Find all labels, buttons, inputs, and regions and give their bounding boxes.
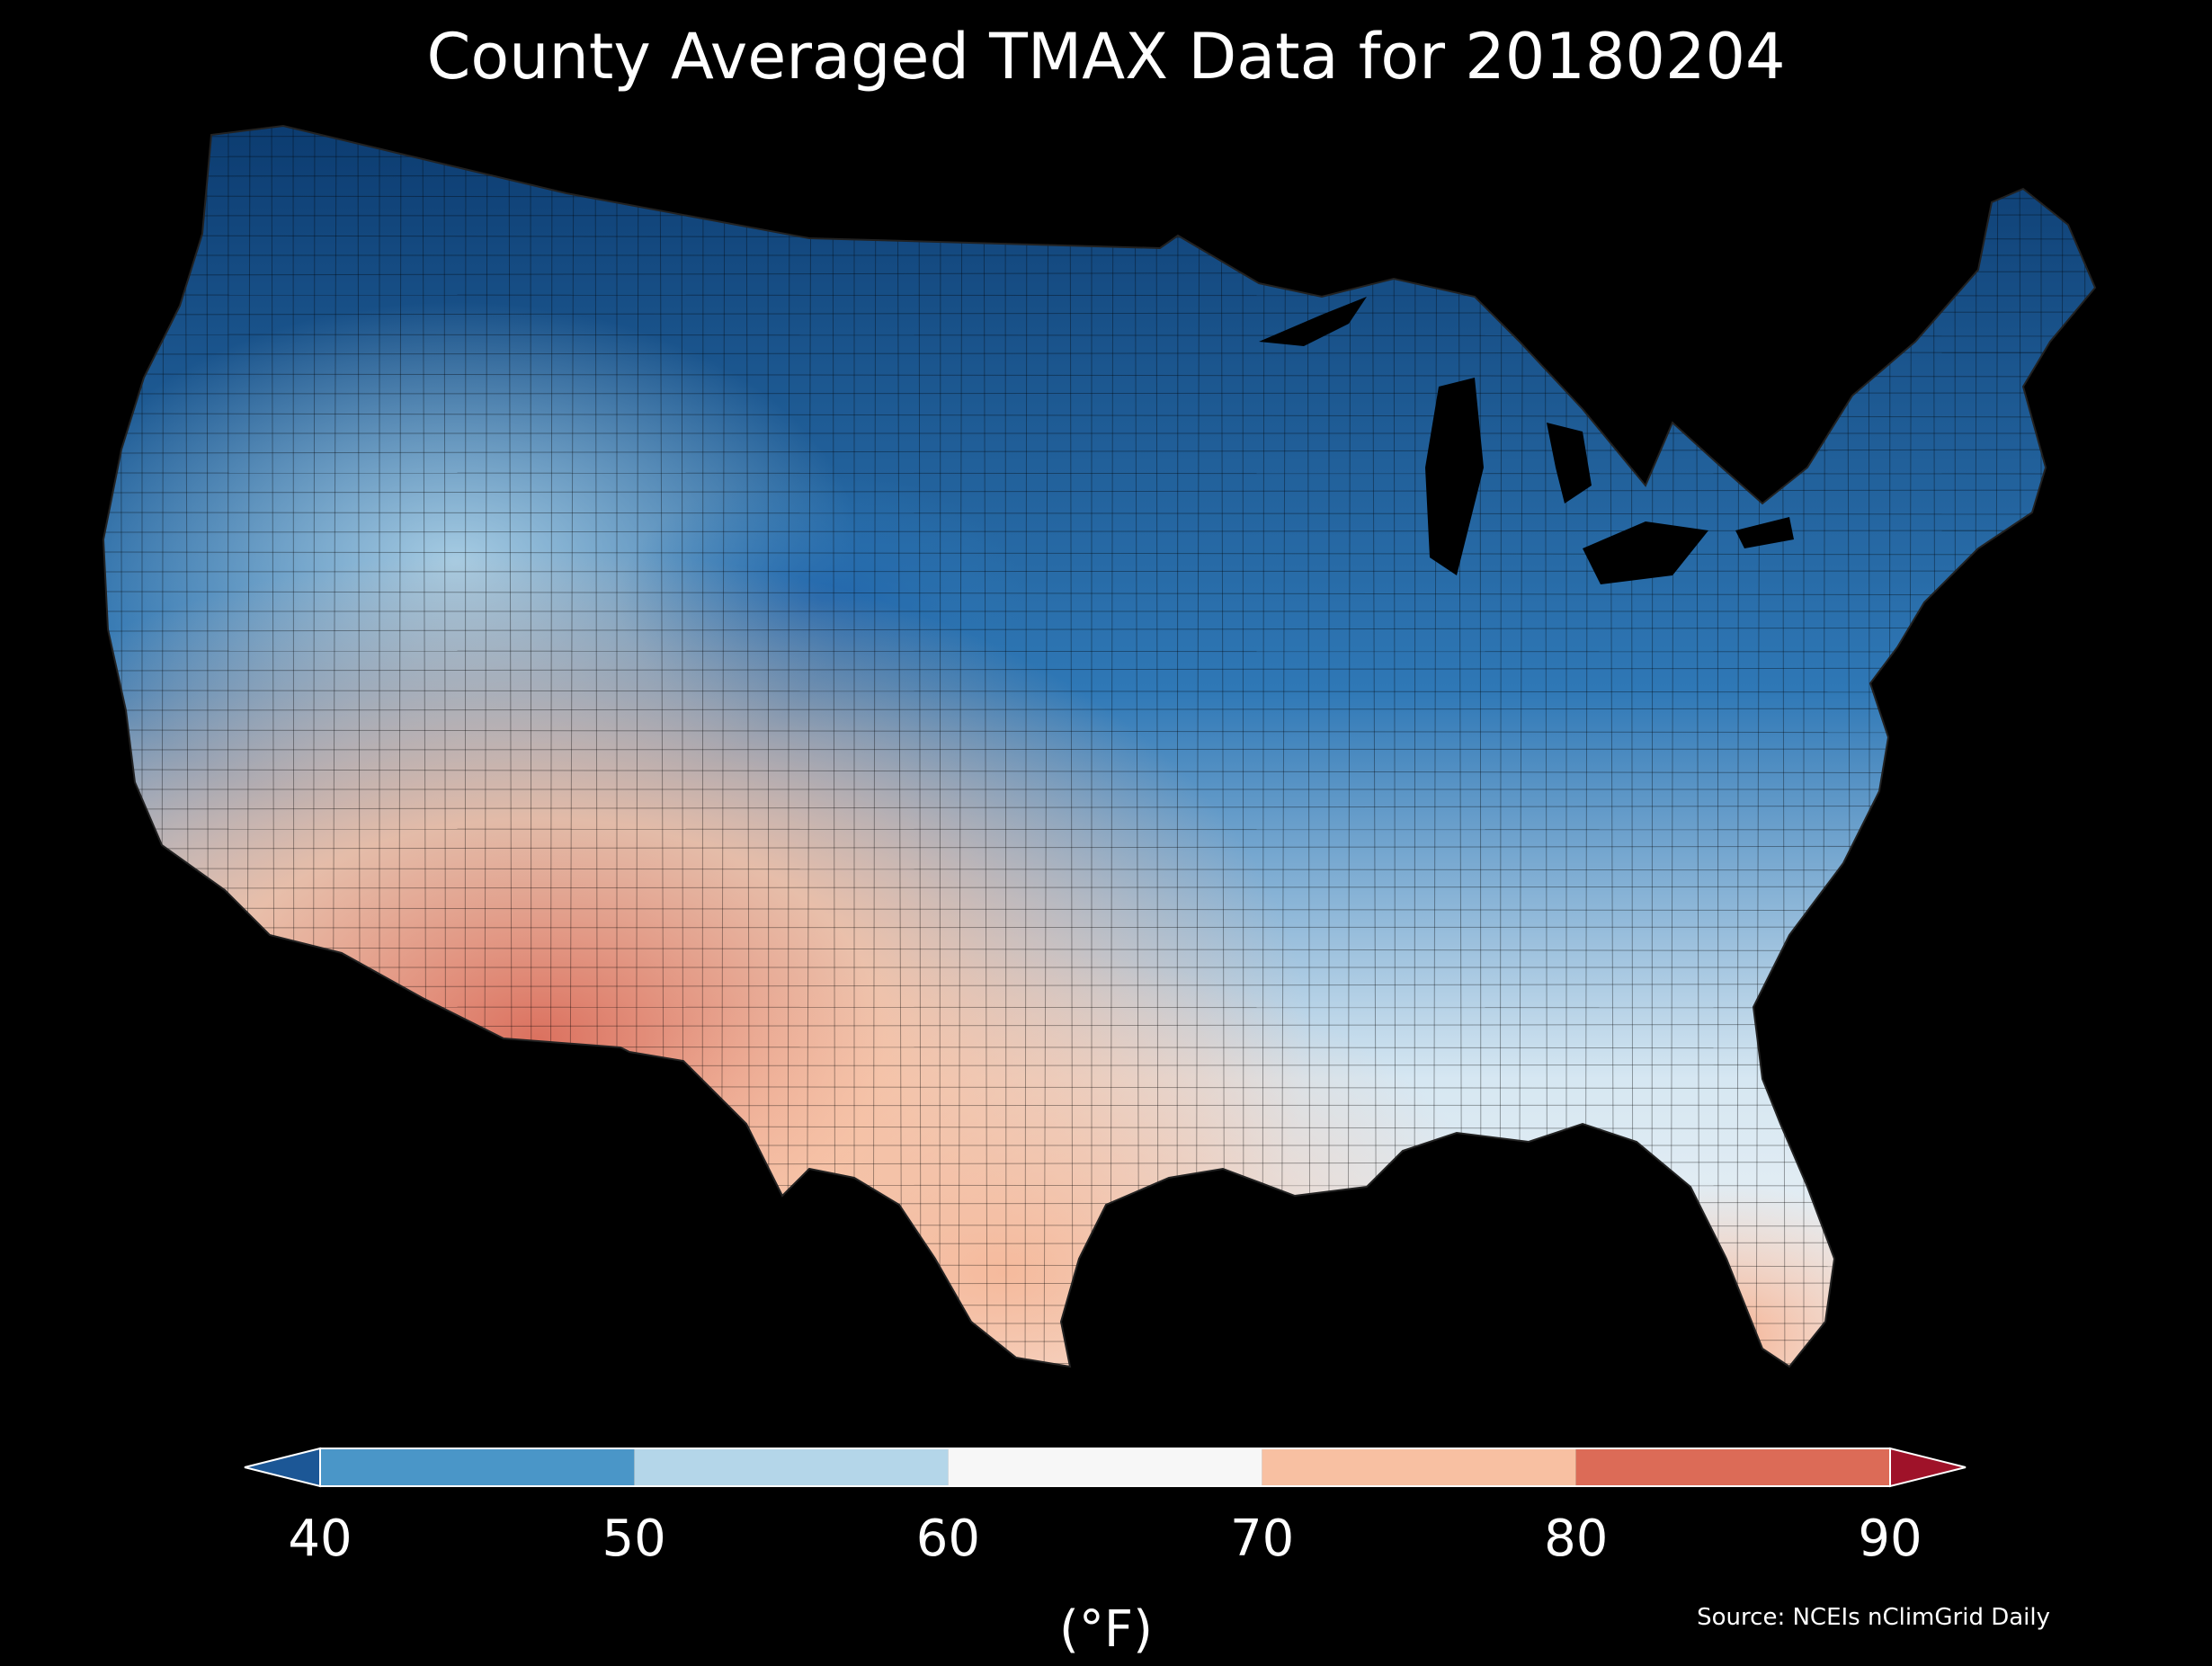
source-note: Source: NCEIs nClimGrid Daily [1697, 1604, 2050, 1631]
county-border-line [872, 126, 877, 1367]
county-border-line [103, 805, 2095, 810]
choropleth-map [102, 124, 2097, 1368]
colorbar-tick-label: 70 [1229, 1510, 1295, 1568]
us-outline [102, 124, 2097, 1368]
colorbar-bins [244, 1447, 1967, 1488]
colorbar-extend-high [1889, 1447, 1967, 1488]
colorbar-tick-label: 50 [602, 1510, 666, 1568]
map-title: County Averaged TMAX Data for 20180204 [426, 20, 1786, 94]
colorbar-unit-label: (°F) [1059, 1600, 1153, 1659]
county-border-line [918, 126, 922, 1367]
colorbar-tick-label: 40 [288, 1510, 352, 1568]
county-border-line [1110, 126, 1114, 1367]
colorbar-bin-2 [634, 1448, 949, 1486]
county-border-line [103, 489, 2095, 494]
county-border-line [103, 690, 2095, 693]
colorbar-extend-low [244, 1447, 321, 1488]
county-border-line [103, 886, 2095, 889]
county-border-line [983, 126, 988, 1367]
colorbar-bin-3 [948, 1448, 1262, 1486]
county-border-line [103, 708, 2095, 711]
county-border-line [103, 667, 2095, 672]
county-border-line [896, 126, 903, 1367]
county-border-line [103, 729, 2095, 734]
colorbar [244, 1447, 1967, 1488]
county-border-line [1069, 126, 1074, 1367]
county-border-line [103, 868, 2095, 871]
county-border-line [103, 926, 2095, 929]
county-border-line [939, 126, 941, 1367]
colorbar-bin-5 [1575, 1448, 1890, 1486]
county-border-line [1024, 126, 1028, 1367]
county-border-line [103, 845, 2095, 850]
colorbar-bin-4 [1262, 1448, 1576, 1486]
county-border-line [103, 512, 2095, 515]
county-border-line [103, 828, 2095, 831]
county-border-line [1280, 126, 1287, 1367]
county-border-line [103, 551, 2095, 556]
colorbar-tick-label: 60 [915, 1510, 981, 1568]
colorbar-tick-label: 90 [1858, 1510, 1922, 1568]
county-border-line [787, 126, 790, 1367]
county-border-line [103, 627, 2095, 632]
colorbar-tick-label: 80 [1544, 1510, 1609, 1568]
county-border-line [103, 748, 2095, 751]
county-border-line [1347, 126, 1351, 1367]
county-border-line [103, 591, 2095, 596]
county-border-line [1004, 126, 1007, 1367]
county-border-line [103, 570, 2095, 573]
county-border-line [1134, 126, 1140, 1367]
county-border-line [1043, 126, 1049, 1367]
county-border-line [103, 907, 2095, 912]
county-border-line [103, 769, 2095, 774]
colorbar-bin-1 [320, 1448, 635, 1486]
county-border-line [958, 126, 963, 1367]
colorbar-frame [319, 1448, 1891, 1487]
great-lakes [1259, 297, 1794, 584]
county-border-line [103, 650, 2095, 653]
